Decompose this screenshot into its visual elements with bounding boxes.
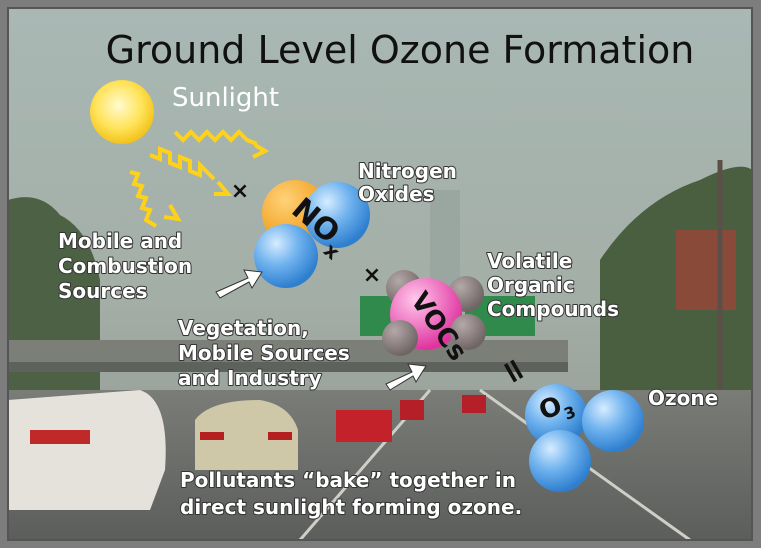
voc-source: Vegetation, [178,316,309,340]
nox-source: Sources [58,279,148,303]
voc-caption: Compounds [487,297,619,321]
sun-icon [90,80,154,144]
diagram: Ground Level Ozone Formation Sunlight × … [0,0,761,548]
times-operator: × [231,179,249,204]
footer-line: Pollutants “bake” together in [180,468,516,492]
nox-caption: Oxides [358,182,435,206]
page: {"title": "Ground Level Ozone Formation"… [0,0,761,548]
voc-caption: Volatile [487,249,572,273]
ozone-caption: Ozone [648,386,718,410]
voc-source: and Industry [178,366,322,390]
sunlight-label: Sunlight [172,83,279,113]
title: Ground Level Ozone Formation [106,28,695,72]
nox-source: Mobile and [58,229,182,253]
times-operator: × [363,263,381,288]
nox-source: Combustion [58,254,192,278]
footer-line: direct sunlight forming ozone. [180,495,522,519]
voc-source: Mobile Sources [178,341,350,365]
voc-caption: Organic [487,273,575,297]
nox-caption: Nitrogen [358,159,457,183]
